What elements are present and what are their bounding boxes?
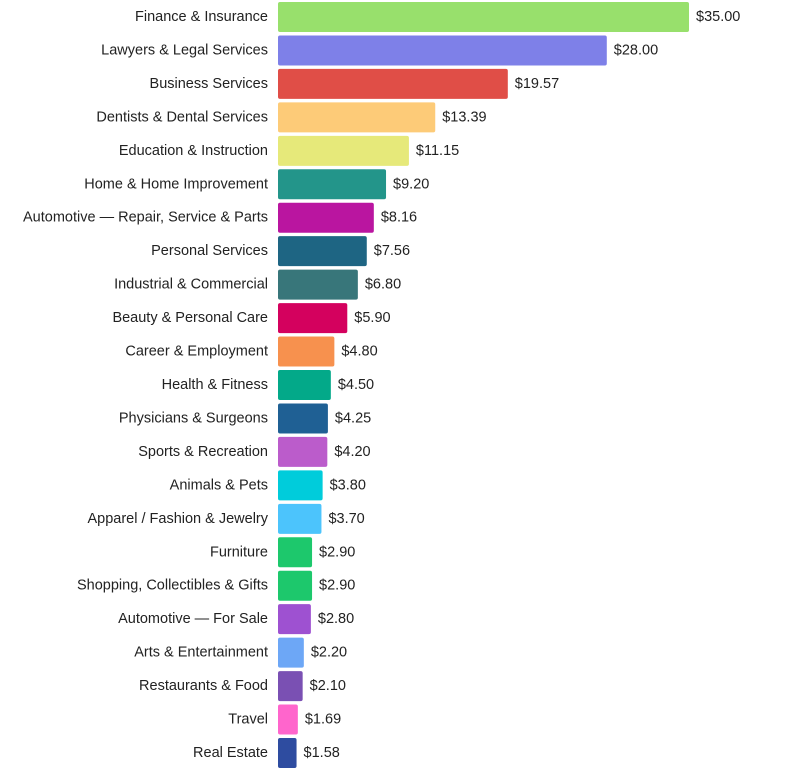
bar-row-sports-and-recreation: Sports & Recreation $4.20 <box>138 436 371 467</box>
bar <box>278 637 304 668</box>
bar-row-career-and-employment: Career & Employment $4.80 <box>125 336 378 367</box>
value-label: $35.00 <box>696 9 740 25</box>
bar <box>278 370 331 400</box>
bar <box>278 102 436 133</box>
bar-row-shopping-collectibles-and-gifts: Shopping, Collectibles & Gifts $2.90 <box>77 570 355 601</box>
bar <box>278 202 374 233</box>
bar-row-dentists-and-dental-services: Dentists & Dental Services $13.39 <box>96 102 487 133</box>
value-label: $3.80 <box>330 477 366 493</box>
value-label: $5.90 <box>354 310 390 326</box>
bar-row-industrial-and-commercial: Industrial & Commercial $6.80 <box>114 269 401 300</box>
bar-row-furniture: Furniture $2.90 <box>210 537 355 568</box>
category-label: Personal Services <box>151 243 268 259</box>
category-label: Beauty & Personal Care <box>112 310 268 326</box>
value-label: $2.80 <box>318 611 354 627</box>
value-label: $2.90 <box>319 578 355 594</box>
category-label: Arts & Entertainment <box>134 645 268 661</box>
value-label: $4.25 <box>335 410 371 426</box>
category-label: Restaurants & Food <box>139 678 268 694</box>
bar <box>278 671 303 702</box>
bar-row-health-and-fitness: Health & Fitness $4.50 <box>162 370 374 400</box>
value-label: $8.16 <box>381 210 417 226</box>
bar-row-home-and-home-improvement: Home & Home Improvement $9.20 <box>84 169 429 200</box>
bar-row-restaurants-and-food: Restaurants & Food $2.10 <box>139 671 346 702</box>
value-label: $1.69 <box>305 712 341 728</box>
bar <box>278 604 311 635</box>
category-label: Automotive — For Sale <box>118 611 268 627</box>
bar <box>278 470 323 501</box>
bar <box>278 135 409 166</box>
bar <box>278 537 313 568</box>
value-label: $4.80 <box>341 344 377 360</box>
bar-row-automotive-repair-service-and-parts: Automotive — Repair, Service & Parts $8.1… <box>23 202 417 233</box>
category-label: Education & Instruction <box>119 143 268 159</box>
value-label: $1.58 <box>304 745 340 761</box>
bar <box>278 236 367 267</box>
bar-row-beauty-and-personal-care: Beauty & Personal Care $5.90 <box>112 303 391 334</box>
bar-row-animals-and-pets: Animals & Pets $3.80 <box>170 470 366 501</box>
bar <box>278 436 328 467</box>
category-label: Lawyers & Legal Services <box>101 42 268 58</box>
bar <box>278 738 297 768</box>
bar-row-finance-and-insurance: Finance & Insurance $35.00 <box>135 2 740 32</box>
value-label: $2.10 <box>310 678 346 694</box>
value-label: $2.90 <box>319 544 355 560</box>
category-label: Real Estate <box>193 745 268 761</box>
value-label: $9.20 <box>393 176 429 192</box>
bar-row-travel: Travel $1.69 <box>228 704 341 735</box>
bar <box>278 704 298 735</box>
value-label: $28.00 <box>614 42 658 58</box>
bar-row-personal-services: Personal Services $7.56 <box>151 236 410 267</box>
bar <box>278 2 689 32</box>
category-label: Home & Home Improvement <box>84 176 268 192</box>
bar <box>278 35 607 66</box>
value-label: $13.39 <box>442 109 486 125</box>
bar-row-lawyers-and-legal-services: Lawyers & Legal Services $28.00 <box>101 35 658 66</box>
bar <box>278 403 328 434</box>
value-label: $19.57 <box>515 76 559 92</box>
category-label: Physicians & Surgeons <box>119 410 268 426</box>
category-label: Shopping, Collectibles & Gifts <box>77 578 268 594</box>
value-label: $3.70 <box>328 511 364 527</box>
category-label: Sports & Recreation <box>138 444 268 460</box>
value-label: $11.15 <box>416 143 459 159</box>
value-label: $2.20 <box>311 645 347 661</box>
bar-row-apparel-fashion-and-jewelry: Apparel / Fashion & Jewelry $3.70 <box>87 503 365 534</box>
category-label: Finance & Insurance <box>135 9 268 25</box>
category-label: Dentists & Dental Services <box>96 109 268 125</box>
category-label: Industrial & Commercial <box>114 277 268 293</box>
bar <box>278 269 358 300</box>
category-label: Business Services <box>150 76 268 92</box>
bar <box>278 303 348 334</box>
bar <box>278 503 322 534</box>
bar <box>278 68 508 99</box>
category-label: Furniture <box>210 544 268 560</box>
category-label: Travel <box>228 712 268 728</box>
category-label: Apparel / Fashion & Jewelry <box>87 511 268 527</box>
bar-row-education-and-instruction: Education & Instruction $11.15 <box>119 135 459 166</box>
category-label: Animals & Pets <box>170 477 268 493</box>
value-label: $4.20 <box>334 444 370 460</box>
bar-row-real-estate: Real Estate $1.58 <box>193 738 340 768</box>
bar-row-business-services: Business Services $19.57 <box>150 68 559 99</box>
category-label: Health & Fitness <box>162 377 268 393</box>
category-label: Career & Employment <box>125 344 268 360</box>
bar-row-physicians-and-surgeons: Physicians & Surgeons $4.25 <box>119 403 371 434</box>
bar-row-automotive-for-sale: Automotive — For Sale $2.80 <box>118 604 354 635</box>
bar <box>278 336 335 367</box>
value-label: $7.56 <box>374 243 410 259</box>
category-label: Automotive — Repair, Service & Parts <box>23 210 268 226</box>
bar <box>278 570 313 601</box>
value-label: $4.50 <box>338 377 374 393</box>
value-label: $6.80 <box>365 277 401 293</box>
bar <box>278 169 387 200</box>
bar-row-arts-and-entertainment: Arts & Entertainment $2.20 <box>134 637 347 668</box>
